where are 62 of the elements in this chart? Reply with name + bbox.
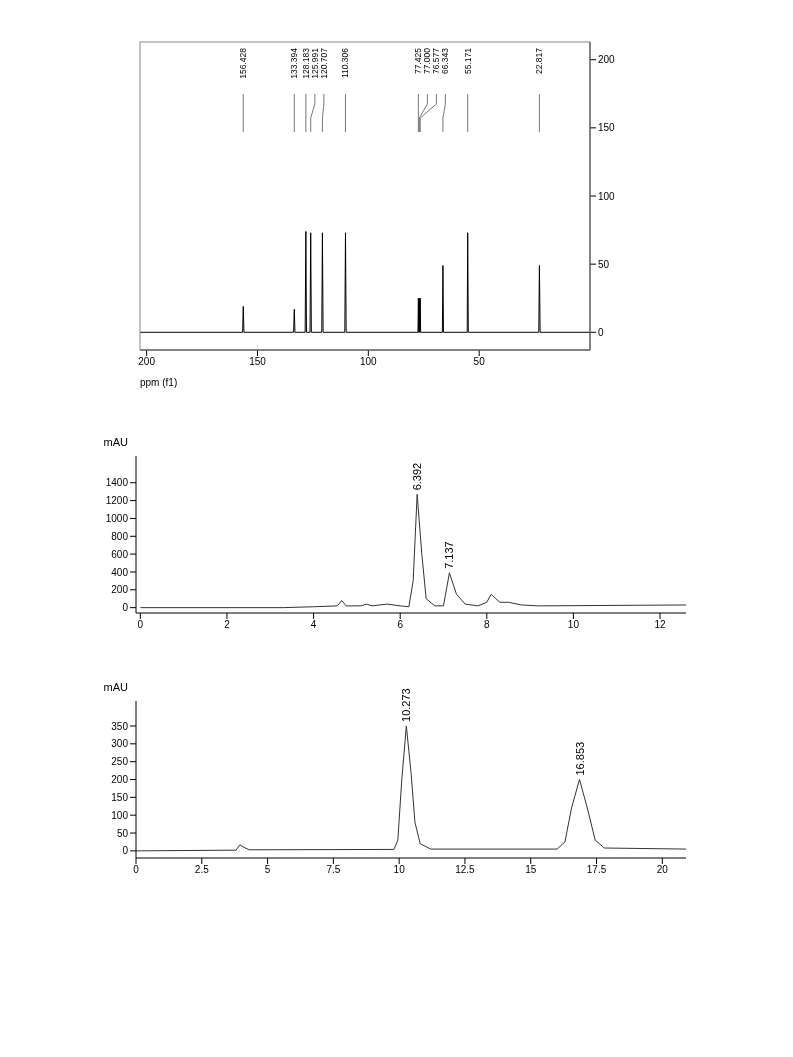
y-tick-label: 350 — [111, 720, 129, 732]
x-tick-label: 5 — [264, 864, 271, 876]
y-tick-label: 1000 — [105, 512, 129, 524]
annotation: 133.394 — [289, 47, 300, 79]
x-tick-label: 50 — [473, 356, 486, 368]
x-tick-label: 6 — [397, 619, 404, 631]
y-tick-label: 400 — [111, 566, 129, 578]
x-tick-label: 20 — [656, 864, 669, 876]
annotation: 22.817 — [534, 47, 545, 74]
annotation: 76.577 — [431, 47, 442, 74]
y-axis-title: mAU — [103, 681, 129, 693]
annotation: 16.853 — [573, 741, 586, 776]
y-axis-title: mAU — [103, 436, 129, 448]
annotation: 156.428 — [238, 47, 249, 79]
x-axis-title: ppm (f1) — [140, 377, 178, 388]
x-tick-label: 0 — [137, 619, 144, 631]
x-tick-label: 2.5 — [194, 864, 210, 876]
x-tick-label: 12.5 — [455, 864, 476, 876]
x-tick-label: 12 — [654, 619, 667, 631]
x-tick-label: 2 — [224, 619, 231, 631]
y-tick-label: 200 — [111, 774, 129, 786]
y-tick-label: 250 — [111, 756, 129, 768]
x-tick-label: 100 — [359, 356, 378, 368]
y-tick-label: 0 — [122, 602, 129, 614]
x-tick-label: 7.5 — [326, 864, 341, 876]
annotation: 120.707 — [318, 47, 329, 79]
x-tick-label: 4 — [310, 619, 317, 631]
x-tick-label: 8 — [484, 619, 491, 631]
annotation: 110.306 — [340, 47, 351, 79]
annotation: 125.991 — [309, 47, 320, 79]
y-tick-label: 600 — [111, 548, 129, 560]
annotation: 66.343 — [440, 47, 451, 74]
y-tick-label: 200 — [598, 54, 616, 66]
annotation: 77.000 — [422, 47, 433, 74]
annotation: 7.137 — [443, 541, 456, 569]
x-tick-label: 150 — [249, 356, 267, 368]
y-tick-label: 1400 — [105, 477, 129, 489]
y-tick-label: 300 — [111, 738, 129, 750]
y-tick-label: 0 — [122, 845, 129, 857]
y-tick-label: 800 — [111, 530, 129, 542]
x-tick-label: 15 — [525, 864, 537, 876]
x-tick-label: 10 — [393, 864, 406, 876]
y-tick-label: 1200 — [105, 495, 129, 507]
annotation: 10.273 — [400, 688, 413, 722]
y-tick-label: 50 — [116, 827, 129, 839]
y-tick-label: 200 — [111, 584, 129, 596]
line-series — [139, 493, 686, 609]
annotation: 77.425 — [413, 47, 424, 74]
x-tick-label: 10 — [567, 619, 580, 631]
annotation: 55.171 — [462, 47, 473, 74]
line-series — [136, 725, 686, 852]
x-tick-label: 0 — [133, 864, 140, 876]
x-tick-label: 17.5 — [586, 864, 607, 876]
y-tick-label: 100 — [111, 809, 129, 821]
y-tick-label: 0 — [598, 326, 604, 338]
annotation: 6.392 — [411, 462, 424, 491]
y-tick-label: 150 — [598, 122, 616, 134]
y-tick-label: 100 — [598, 190, 616, 202]
y-tick-label: 150 — [111, 791, 129, 803]
x-tick-label: 200 — [138, 356, 156, 368]
y-tick-label: 50 — [598, 258, 610, 270]
annotation: 128.183 — [300, 47, 311, 79]
